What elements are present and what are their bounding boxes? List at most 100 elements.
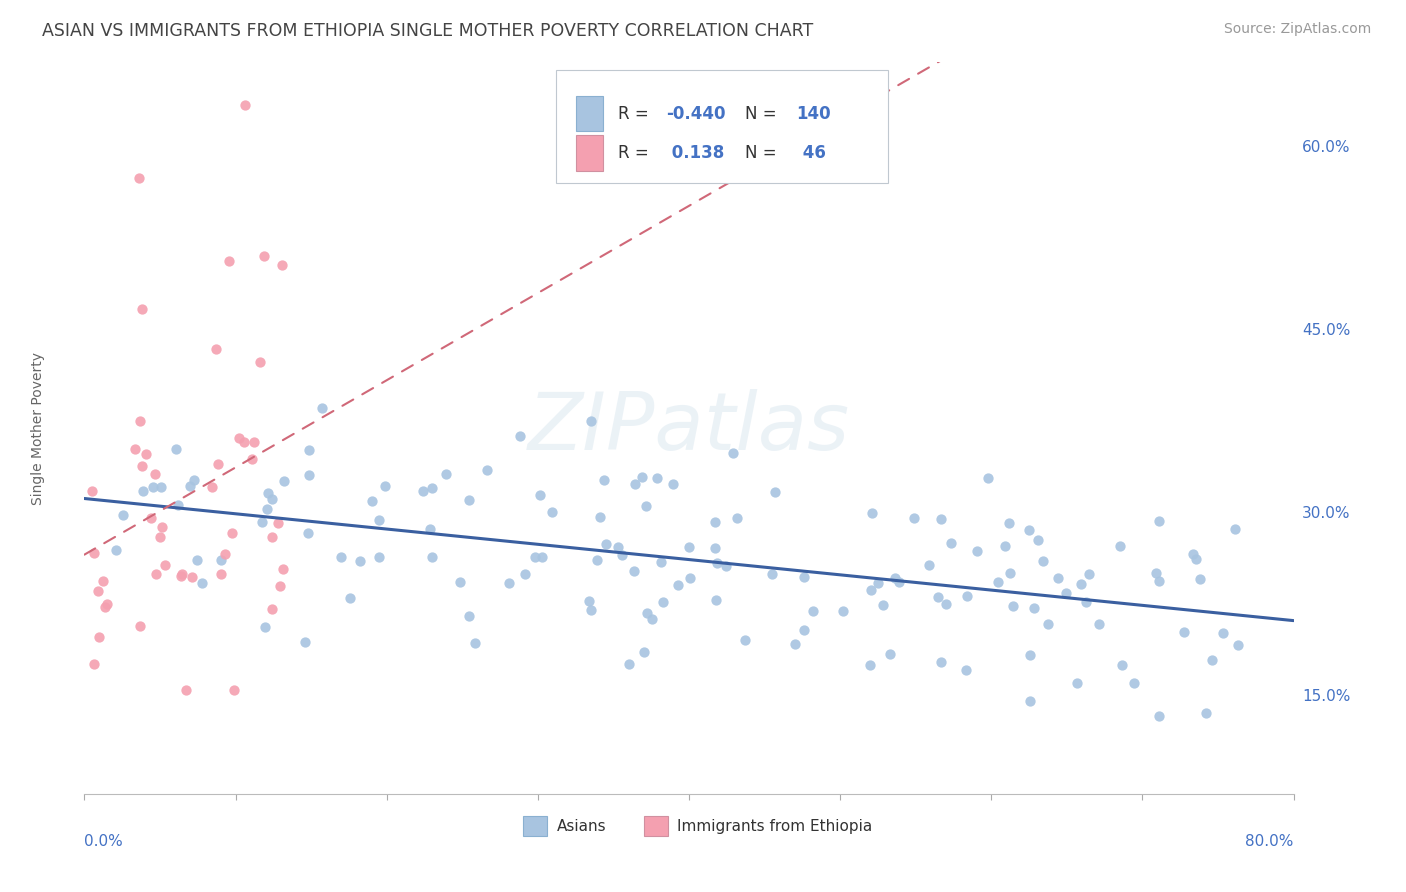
Point [1109,539,1132,553]
Point [298,467,321,482]
Point [1189,572,1212,586]
Point [725,511,748,525]
Point [860,506,883,520]
Point [297,525,319,540]
Point [879,647,901,661]
Point [883,571,905,585]
Point [734,633,756,648]
Text: Source: ZipAtlas.com: Source: ZipAtlas.com [1223,22,1371,37]
Point [1032,554,1054,568]
FancyBboxPatch shape [555,70,889,183]
Point [1066,676,1088,690]
Point [793,623,815,637]
Point [170,567,193,582]
Point [1111,658,1133,673]
Point [607,540,630,554]
Point [955,664,977,678]
Point [222,682,245,697]
FancyBboxPatch shape [523,816,547,837]
Point [174,683,197,698]
Point [801,604,824,618]
Text: 0.0%: 0.0% [84,834,124,849]
Point [191,576,214,591]
Point [997,516,1019,531]
Point [129,619,152,633]
Point [929,656,952,670]
Point [142,480,165,494]
Point [368,549,391,564]
Text: N =: N = [745,144,782,162]
Point [294,635,316,649]
Point [531,550,554,565]
Point [1046,571,1069,585]
Point [449,574,471,589]
Point [129,414,152,428]
Point [218,253,240,268]
Point [374,479,396,493]
Point [977,470,1000,484]
Point [636,500,658,514]
Point [704,515,727,529]
Point [666,577,689,591]
Point [623,564,645,578]
Point [1122,675,1144,690]
Point [956,589,979,603]
Point [593,473,616,487]
Point [204,342,226,356]
Point [298,443,321,458]
Text: Single Mother Poverty: Single Mother Poverty [31,351,45,505]
Point [918,558,941,573]
Point [579,414,602,428]
Point [143,467,166,482]
Point [458,493,481,508]
Point [153,558,176,572]
Point [939,536,962,550]
Point [661,477,683,491]
Point [1002,599,1025,613]
Point [986,575,1008,590]
Point [859,658,882,673]
Point [631,470,654,484]
Point [412,484,434,499]
Point [339,591,361,605]
Point [135,447,157,461]
Point [181,570,204,584]
Point [623,476,645,491]
Point [1195,706,1218,720]
Text: 45.0%: 45.0% [1302,323,1350,338]
Point [1144,566,1167,581]
Point [368,513,391,527]
Point [903,511,925,525]
Point [1000,566,1022,581]
Point [860,582,883,597]
Point [523,549,546,564]
Point [1054,585,1077,599]
Point [131,301,153,316]
Point [271,561,294,575]
Point [529,488,551,502]
Point [270,259,292,273]
Point [111,508,134,522]
Point [458,609,481,624]
Point [80,484,103,499]
Point [832,604,855,618]
Point [1201,653,1223,667]
Point [349,554,371,568]
Point [966,544,988,558]
Point [105,543,128,558]
Text: 30.0%: 30.0% [1302,506,1350,521]
Point [83,657,105,671]
Point [1147,709,1170,723]
Point [1173,625,1195,640]
Point [165,442,187,456]
Point [1026,533,1049,547]
Point [256,485,278,500]
Point [763,485,786,500]
Point [509,428,531,442]
Point [927,590,949,604]
Point [167,499,190,513]
Point [1185,551,1208,566]
Point [87,630,110,644]
Point [619,657,641,671]
Text: 60.0%: 60.0% [1302,140,1350,155]
